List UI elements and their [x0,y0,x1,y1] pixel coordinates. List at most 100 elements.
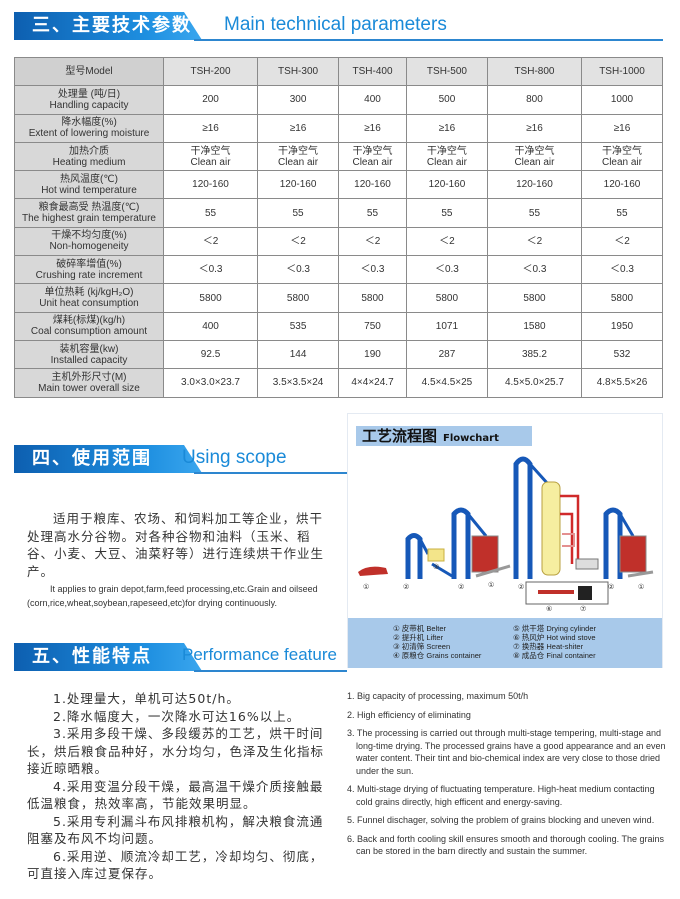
table-cell: ＜2 [257,226,340,257]
parameters-table: 型号Model TSH-200 TSH-300 TSH-400 TSH-500 TSH-8… [14,56,664,398]
table-cell: 55 [257,198,340,228]
row-label: 热风温度(℃) Hot wind temperature [14,170,164,200]
row-label: 主机外形尺寸(M) Main tower overall size [14,368,164,398]
table-cell: ＜2 [405,226,488,257]
scope-text-cn: 适用于粮库、农场、和饲料加工等企业，烘干处理高水分谷物。对各种谷物和油料（玉米、… [27,511,325,579]
table-cell: 5800 [580,283,664,313]
feature-item-en: 1. Big capacity of processing, maximum 5… [347,691,529,701]
table-cell: 200 [162,85,259,115]
feature-item-cn: 6.采用逆、顺流冷却工艺，冷却均匀、彻底，可直接入库过夏保存。 [27,848,324,882]
table-cell: 干净空气 Clean air [486,141,582,172]
lifter-1 [405,533,423,579]
section-title-en: Using scope [182,447,287,468]
table-cell: 750 [338,311,407,341]
flowchart-title-cn: 工艺流程图 [362,427,438,445]
features-en: 1. Big capacity of processing, maximum 5… [347,690,667,864]
table-cell: ＜2 [580,226,664,257]
table-cell: 144 [257,339,340,370]
table-cell: 干净空气 Clean air [580,141,664,172]
row-label-cn: 破碎率增值(%) [56,258,122,270]
table-cell: 5800 [486,283,582,313]
divider [194,39,663,41]
header-cell: TSH-500 [405,56,488,87]
table-cell: 4×4×24.7 [338,368,407,398]
table-cell: 5800 [162,283,259,313]
row-label: 破碎率增值(%) Crushing rate increment [14,255,164,285]
section-header-performance: 五、性能特点 Performance feature [14,643,347,673]
table-cell: ＜2 [338,226,407,257]
table-cell: ≥16 [405,113,488,143]
flowchart-label: ③ [433,563,439,571]
table-cell: 120-160 [405,170,488,200]
table-cell: 1000 [580,85,664,115]
flowchart-label: ② [608,584,614,591]
table-cell: 干净空气 Clean air [162,141,259,172]
table-cell: 5800 [338,283,407,313]
table-cell: 4.5×4.5×25 [405,368,488,398]
table-cell: 532 [580,339,664,370]
row-label-cn: 煤耗(标煤)(kg/h) [52,315,126,327]
table-row: 热风温度(℃) Hot wind temperature 120-160 120-16… [14,170,664,200]
divider [194,670,347,672]
belter-1 [358,566,388,576]
row-label-cn: 装机容量(kw) [59,343,119,355]
flowchart-label: ① [638,583,644,591]
table-cell: 92.5 [162,339,259,370]
table-row: 降水幅度(%) Extent of lowering moisture ≥16 ≥16… [14,113,664,143]
row-label-cn: 主机外形尺寸(M) [51,371,127,383]
table-cell: 3.0×3.0×23.7 [162,368,259,398]
table-row: 破碎率增值(%) Crushing rate increment ＜0.3 ＜0.3 ＜… [14,255,664,285]
scope-text-en: It applies to grain depot,farm,feed proc… [27,584,318,608]
table-cell: 干净空气 Clean air [405,141,488,172]
table-cell: 4.5×5.0×25.7 [486,368,582,398]
table-cell: ＜2 [486,226,582,257]
table-cell: 300 [257,85,340,115]
row-label: 干燥不均匀度(%) Non-homogeneity [14,226,164,257]
row-label-en: Coal consumption amount [30,326,148,338]
row-label: 粮食最高受 热温度(℃) The highest grain temperatur… [14,198,164,228]
row-label-en: The highest grain temperature [22,213,156,225]
table-row: 粮食最高受 热温度(℃) The highest grain temperatur… [14,198,664,228]
table-row: 装机容量(kw) Installed capacity 92.5 144 190 287 3… [14,339,664,370]
table-cell: 1071 [405,311,488,341]
section-title-cn: 三、主要技术参数 [14,12,202,40]
row-label-en: Installed capacity [50,354,128,366]
table-cell: 55 [162,198,259,228]
feature-item-en: 2. High efficiency of eliminating [347,709,471,720]
row-label: 煤耗(标煤)(kg/h) Coal consumption amount [14,311,164,341]
flowchart-panel: 工艺流程图 Flowchart ① ② ③ ② ① ② ② ① ⑥ ⑦ ① 皮带机 Belter ② … [347,413,663,668]
table-cell: ≥16 [580,113,664,143]
row-label-cn: 粮食最高受 热温度(℃) [38,202,140,214]
row-label-cn: 处理量 (吨/日) [57,88,121,100]
table-cell: ＜0.3 [162,255,259,285]
table-cell: ≥16 [257,113,340,143]
feature-item-cn: 2.降水幅度大，一次降水可达16%以上。 [53,708,301,724]
table-cell: 800 [486,85,582,115]
feature-item-cn: 1.处理量大，单机可达50t/h。 [53,691,240,706]
table-cell: 190 [338,339,407,370]
header-cell: TSH-800 [486,56,582,87]
section-title-cn: 四、使用范围 [14,445,202,473]
table-row: 单位热耗 (kj/kgH₂O) Unit heat consumption 5800… [14,283,664,313]
legend-item: ⑤ 烘干塔 Drying cylinder [513,624,596,633]
row-label: 装机容量(kw) Installed capacity [14,339,164,370]
table-cell: ＜0.3 [338,255,407,285]
flowchart-label: ② [458,584,464,591]
feature-item-en: 4. Multi-stage drying of fluctuating tem… [347,784,655,807]
legend-item: ⑧ 成品仓 Final container [513,651,596,660]
flowchart-label: ① [488,581,494,589]
final-container [619,535,647,573]
screen [427,548,445,562]
table-cell: 120-160 [486,170,582,200]
table-cell: 287 [405,339,488,370]
row-label-en: Heating medium [52,156,126,168]
row-label-en: Main tower overall size [38,382,140,394]
table-cell: 55 [338,198,407,228]
table-row: 煤耗(标煤)(kg/h) Coal consumption amount 400 53… [14,311,664,341]
header-cell: TSH-1000 [580,56,664,87]
row-label: 单位热耗 (kj/kgH₂O) Unit heat consumption [14,283,164,313]
lifter-2 [451,507,471,579]
row-label: 加热介质 Heating medium [14,141,164,172]
feature-item-cn: 4.采用变温分段干燥，最高温干燥介质接触最低温粮食，热效率高，节能效果明显。 [27,778,324,812]
row-label-en: Handling capacity [49,99,129,111]
